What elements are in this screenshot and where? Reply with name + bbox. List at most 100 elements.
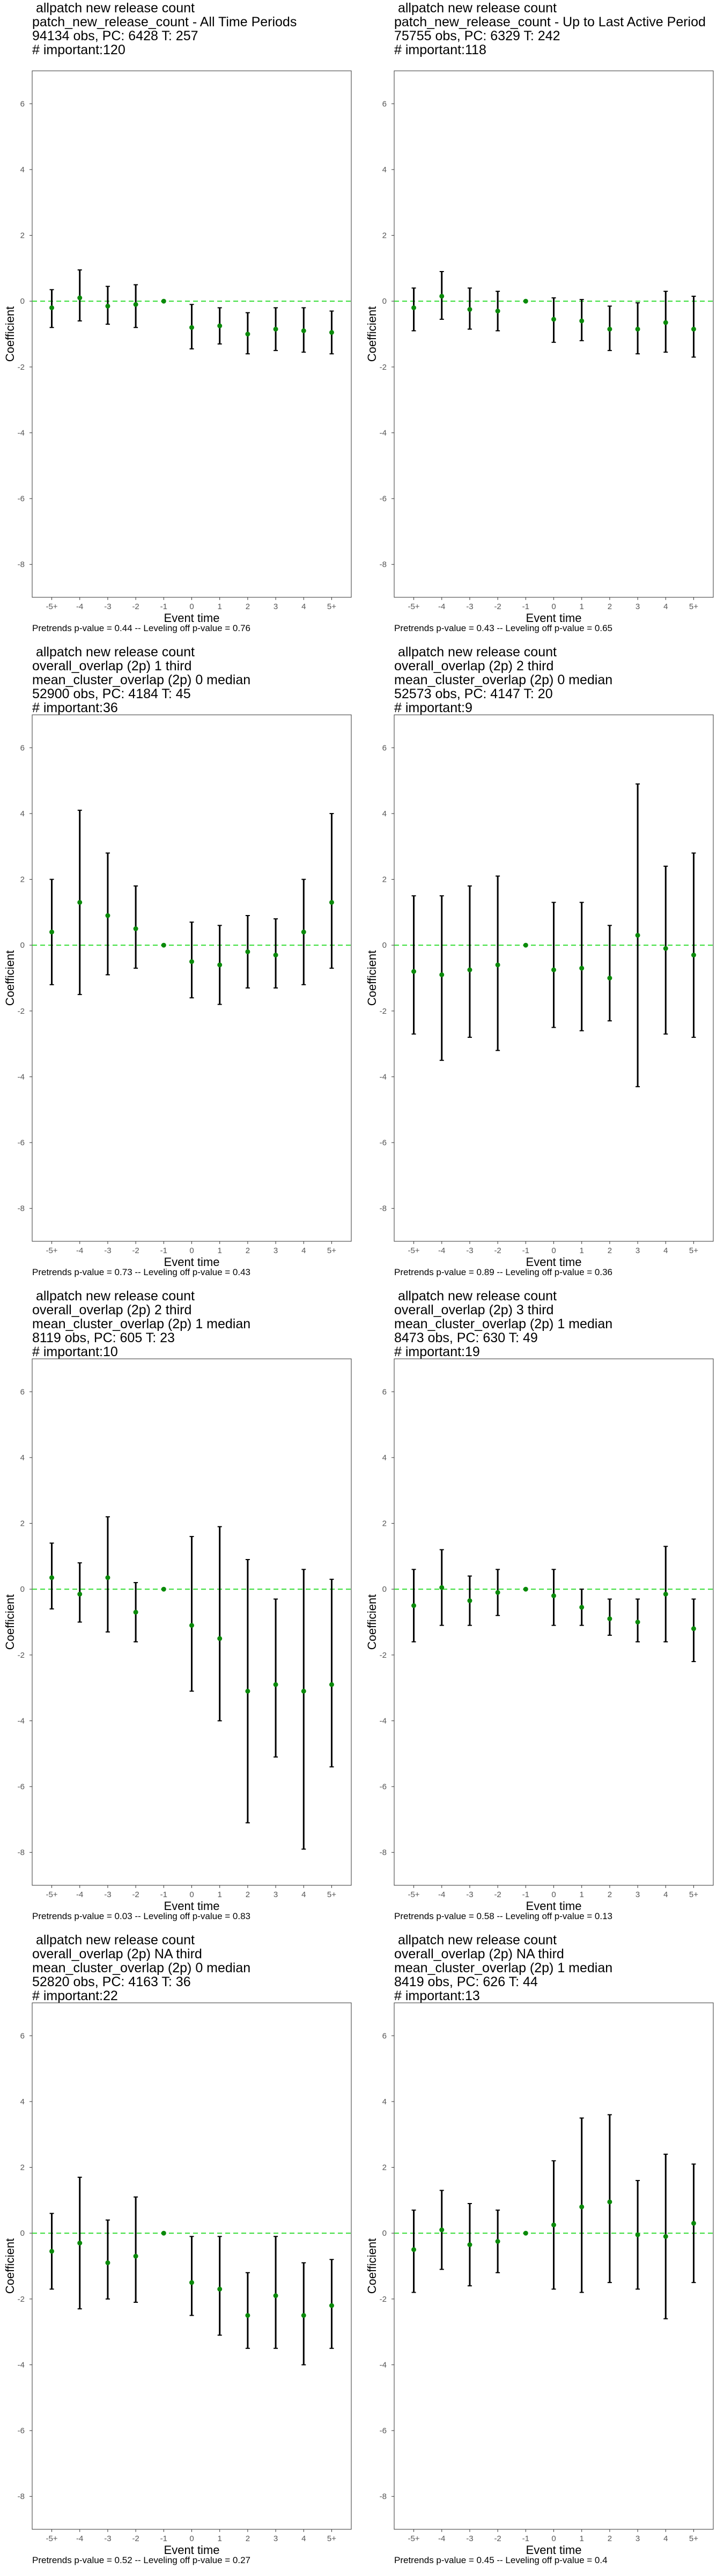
estimate-point — [579, 318, 585, 324]
y-tick-label: 4 — [20, 809, 25, 818]
y-tick-label: -4 — [18, 1072, 25, 1081]
estimate-point — [161, 298, 166, 304]
y-tick-label: 2 — [20, 231, 25, 240]
y-tick-label: -8 — [18, 1204, 25, 1213]
x-axis-label: Event time — [526, 1255, 582, 1269]
estimate-point — [329, 2303, 334, 2308]
estimate-point — [133, 302, 138, 307]
panel-title: allpatch new release count overall_overla… — [32, 1933, 250, 2003]
y-tick-label: -2 — [18, 363, 25, 372]
x-tick-label: 5+ — [327, 1246, 336, 1255]
x-axis-label: Event time — [164, 1255, 220, 1269]
x-tick-label: -5+ — [46, 1890, 57, 1899]
estimate-point — [217, 1636, 223, 1641]
x-tick-label: 5+ — [327, 2534, 336, 2543]
estimate-point — [579, 1605, 585, 1610]
x-tick-label: 1 — [580, 602, 584, 611]
event-study-panel: allpatch new release count overall_overla… — [362, 1288, 724, 1932]
panel-title: allpatch new release count overall_overla… — [394, 1289, 612, 1359]
y-tick-label: 6 — [20, 2031, 25, 2040]
y-tick-label: -4 — [18, 1716, 25, 1725]
x-tick-label: 1 — [218, 1246, 222, 1255]
estimate-point — [439, 1585, 445, 1590]
estimate-point — [495, 2239, 500, 2244]
panel-title-line: 52900 obs, PC: 4184 T: 45 — [32, 686, 191, 701]
x-axis-label: Event time — [164, 2543, 220, 2557]
estimate-point — [105, 303, 110, 309]
x-tick-label: 0 — [189, 2534, 194, 2543]
x-tick-label: -3 — [104, 2534, 111, 2543]
x-tick-label: 4 — [663, 1246, 668, 1255]
y-tick-label: -4 — [380, 428, 387, 437]
x-axis-label: Event time — [526, 1899, 582, 1913]
estimate-point — [105, 1575, 110, 1580]
x-tick-label: 5+ — [327, 602, 336, 611]
estimate-point — [523, 942, 528, 948]
y-tick-label: 0 — [382, 1585, 387, 1594]
estimate-point — [663, 320, 668, 325]
y-tick-label: -6 — [18, 2426, 25, 2435]
panel-title-line: mean_cluster_overlap (2p) 0 median — [394, 672, 613, 687]
x-tick-label: -3 — [466, 602, 473, 611]
panel-title: allpatch new release count patch_new_rele… — [394, 1, 706, 57]
estimate-point — [329, 1682, 334, 1687]
y-tick-label: 2 — [382, 231, 387, 240]
estimate-point — [189, 2280, 194, 2285]
y-tick-label: 6 — [20, 1387, 25, 1396]
panel-title-line: mean_cluster_overlap (2p) 0 median — [32, 1960, 251, 1975]
estimate-point — [301, 1688, 306, 1694]
panel-title-line: mean_cluster_overlap (2p) 1 median — [32, 1316, 251, 1331]
x-tick-label: -3 — [466, 1890, 473, 1899]
panel-title-line: patch_new_release_count - All Time Perio… — [32, 14, 297, 30]
x-tick-label: -2 — [132, 2534, 139, 2543]
estimate-point — [161, 1586, 166, 1592]
x-tick-label: 1 — [580, 1246, 584, 1255]
x-tick-label: -4 — [76, 602, 83, 611]
event-study-panel: allpatch new release count patch_new_rele… — [362, 0, 724, 644]
y-axis-label: Coefficient — [365, 2238, 379, 2294]
estimate-point — [467, 967, 472, 972]
x-tick-label: -3 — [466, 2534, 473, 2543]
y-axis-label: Coefficient — [3, 306, 17, 362]
estimate-point — [551, 317, 556, 322]
panel-title-line: overall_overlap (2p) 1 third — [32, 658, 192, 674]
x-tick-label: -2 — [494, 2534, 501, 2543]
estimate-point — [161, 942, 166, 948]
panel-title-line: # important:10 — [32, 1344, 118, 1359]
estimate-point — [273, 326, 278, 332]
y-tick-label: -8 — [380, 1848, 387, 1857]
estimate-point — [663, 946, 668, 951]
x-tick-label: 4 — [663, 602, 668, 611]
estimate-point — [217, 2286, 223, 2292]
y-axis-label: Coefficient — [365, 1594, 379, 1650]
panel-title-line: # important:9 — [394, 700, 472, 715]
x-tick-label: 3 — [274, 602, 278, 611]
y-tick-label: -8 — [18, 2492, 25, 2501]
y-tick-label: -8 — [18, 1848, 25, 1857]
y-axis-label: Coefficient — [3, 2238, 17, 2294]
x-tick-label: 3 — [636, 1246, 640, 1255]
x-tick-label: 4 — [301, 602, 306, 611]
estimate-point — [607, 976, 612, 980]
estimate-point — [551, 2222, 556, 2228]
estimate-point — [411, 969, 417, 974]
y-tick-label: -2 — [18, 1007, 25, 1016]
x-tick-label: -2 — [132, 1246, 139, 1255]
x-tick-label: 0 — [551, 1890, 556, 1899]
pvalue-footnote: Pretrends p-value = 0.43 -- Leveling off… — [394, 623, 612, 633]
y-tick-label: 4 — [382, 165, 387, 174]
x-tick-label: 0 — [551, 1246, 556, 1255]
x-axis-label: Event time — [164, 1899, 220, 1913]
x-tick-label: 5+ — [689, 1890, 698, 1899]
panel-title-line: 75755 obs, PC: 6329 T: 242 — [394, 28, 560, 43]
x-tick-label: 4 — [663, 1890, 668, 1899]
panel-title: allpatch new release count patch_new_rele… — [32, 1, 297, 57]
panel-title-line: 52820 obs, PC: 4163 T: 36 — [32, 1974, 191, 1989]
pvalue-footnote: Pretrends p-value = 0.03 -- Leveling off… — [32, 1911, 250, 1921]
estimate-point — [49, 930, 55, 935]
y-tick-label: -2 — [18, 1651, 25, 1660]
estimate-point — [495, 309, 500, 314]
estimate-point — [273, 1682, 278, 1687]
x-tick-label: -1 — [522, 1890, 529, 1899]
estimate-point — [607, 326, 612, 332]
